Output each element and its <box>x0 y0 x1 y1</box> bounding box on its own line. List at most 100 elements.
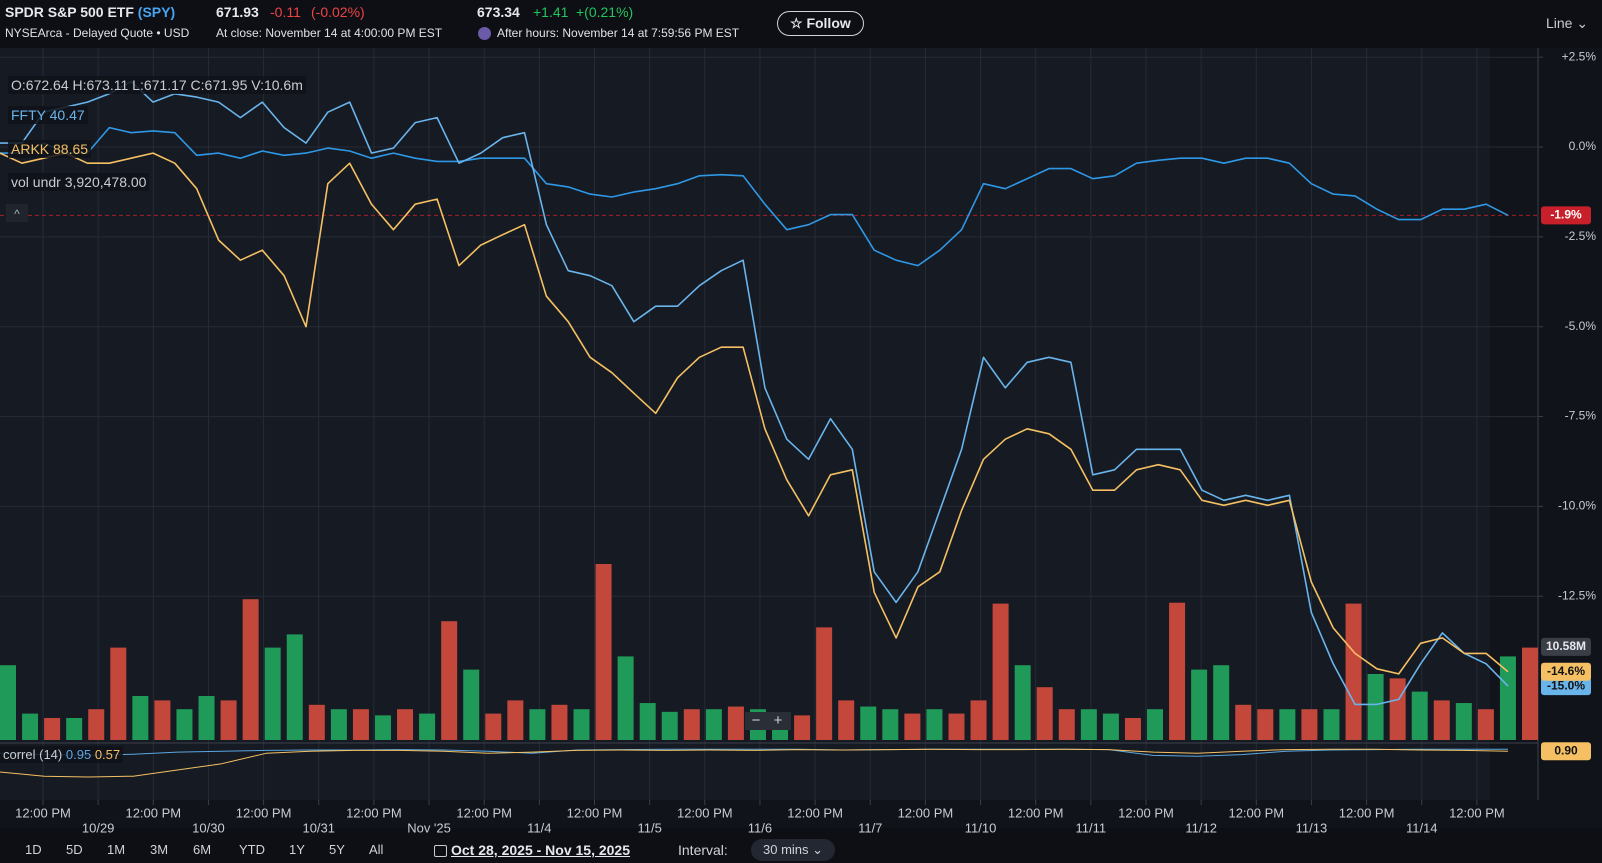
close-time: At close: November 14 at 4:00:00 PM EST <box>216 26 443 40</box>
x-tick-label: 11/6 <box>748 820 772 835</box>
last-value-badge-bg <box>1541 662 1591 681</box>
interval-label: Interval: <box>678 842 728 858</box>
price-line <box>0 80 1509 706</box>
range-button[interactable]: 6M <box>193 842 212 857</box>
volume-bar <box>1323 709 1340 740</box>
x-tick-label: 12:00 PM <box>1449 805 1505 820</box>
interval-select[interactable]: 30 mins ⌄ <box>751 839 836 861</box>
volume-bar <box>1058 709 1075 740</box>
volume-badge: 10.58M <box>1541 637 1591 656</box>
x-tick-label: 12:00 PM <box>898 805 954 820</box>
after-price: 673.34 <box>477 4 520 20</box>
chart-style[interactable]: Line ⌄ <box>1546 15 1589 31</box>
y-tick-label: -10.0% <box>1558 499 1596 513</box>
collapse-button[interactable]: ^ <box>6 204 28 222</box>
x-tick-label: 12:00 PM <box>787 805 843 820</box>
close-change: -0.11 <box>270 4 301 20</box>
volume-bar <box>1389 678 1406 740</box>
vol-value: 3,920,478.00 <box>64 174 147 190</box>
x-tick-label: 12:00 PM <box>1339 805 1395 820</box>
last-value-badge-text: -15.0% <box>1547 678 1585 692</box>
x-tick-label: 12:00 PM <box>125 805 181 820</box>
range-button[interactable]: 1Y <box>289 842 305 857</box>
x-tick-label: 10/30 <box>192 820 225 835</box>
last-value-badge-bg <box>1541 206 1591 225</box>
volume-bar <box>1499 656 1516 740</box>
volume-bar <box>1235 704 1252 740</box>
plot-bg <box>0 48 1538 800</box>
x-tick-label: 10/29 <box>82 820 115 835</box>
name: SPDR S&P 500 ETF <box>5 4 134 20</box>
arkk-name: ARKK <box>11 141 50 157</box>
after-change: +1.41 <box>533 4 569 20</box>
x-tick-label: 11/4 <box>527 820 551 835</box>
last-value-badge-text: -1.9% <box>1550 207 1582 221</box>
ohlc-legend: O:672.64 H:673.11 L:671.17 C:671.95 V:10… <box>8 76 306 94</box>
y-tick-label: -5.0% <box>1565 319 1597 333</box>
volume-bar <box>132 696 149 740</box>
x-tick-label: 12:00 PM <box>1118 805 1174 820</box>
calendar-icon <box>434 845 447 857</box>
zoom-out[interactable]: − <box>751 712 761 729</box>
range-button[interactable]: 1M <box>107 842 126 857</box>
volume-bar <box>88 709 105 740</box>
last-value-badge-text: -14.6% <box>1547 664 1585 678</box>
volume-bar <box>1345 603 1362 740</box>
range-button[interactable]: 5D <box>66 842 83 857</box>
volume-bar <box>507 700 524 740</box>
correl-line <box>0 748 1508 757</box>
correl-blue: 0.95 <box>65 747 92 762</box>
x-tick-label: 12:00 PM <box>346 805 402 820</box>
volume-bar <box>948 713 965 740</box>
volume-bar <box>1279 709 1296 740</box>
volume-badge-bg <box>1541 637 1591 656</box>
volume-bar <box>264 647 281 740</box>
y-tick-label: -12.5% <box>1558 588 1596 602</box>
x-tick-label: 12:00 PM <box>1008 805 1064 820</box>
volume-bar <box>110 647 127 740</box>
range-button[interactable]: 1D <box>25 842 42 857</box>
range-button[interactable]: 5Y <box>329 842 345 857</box>
volume-bar <box>661 711 678 740</box>
x-tick-label: 11/13 <box>1296 820 1328 835</box>
volume-bar <box>683 709 700 740</box>
x-tick-label: 12:00 PM <box>236 805 292 820</box>
volume-bar <box>816 627 833 740</box>
volume-bar <box>242 599 259 740</box>
volume-bar <box>1036 687 1053 740</box>
volume-bar <box>573 709 590 740</box>
range-button[interactable]: 3M <box>150 842 169 857</box>
range-button[interactable]: YTD <box>239 842 265 857</box>
volume-bar <box>44 718 61 740</box>
price-line <box>0 152 1509 675</box>
volume-bar <box>1080 709 1097 740</box>
volume-bar <box>374 715 391 740</box>
volume-bar <box>838 700 855 740</box>
volume-bar <box>1213 665 1230 740</box>
volume-bar <box>882 709 899 740</box>
x-tick-label: 11/11 <box>1076 820 1107 835</box>
volume-bar <box>551 704 568 740</box>
x-tick-label: 10/31 <box>302 820 335 835</box>
close-price: 671.93 <box>216 4 259 20</box>
x-tick-label: 11/5 <box>637 820 661 835</box>
volume-bar <box>926 709 943 740</box>
range-button[interactable]: All <box>369 842 384 857</box>
volume-bar <box>529 709 546 740</box>
x-tick-label: 12:00 PM <box>456 805 512 820</box>
volume-bar <box>794 715 811 740</box>
header-bg <box>0 0 1602 48</box>
ffty-legend: FFTY 40.47 <box>8 106 88 124</box>
x-tick-label: 12:00 PM <box>15 805 71 820</box>
x-tick-label: 12:00 PM <box>677 805 733 820</box>
volume-bar <box>639 703 656 740</box>
volume-bar <box>330 709 347 740</box>
y-tick-label: -7.5% <box>1565 409 1597 423</box>
volume-bar <box>1191 669 1208 740</box>
volume-bar <box>485 713 502 740</box>
volume-bar <box>1367 674 1384 740</box>
zoom-in[interactable]: + <box>773 712 783 729</box>
follow-button[interactable]: ☆ Follow <box>777 11 864 36</box>
date-range[interactable]: Oct 28, 2025 - Nov 15, 2025 <box>451 842 630 858</box>
